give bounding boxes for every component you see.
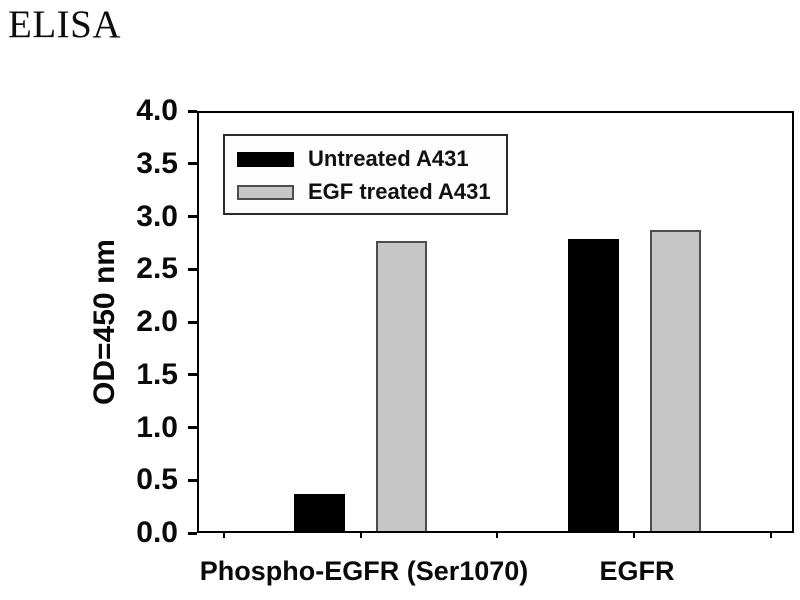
y-tick-label: 1.0 xyxy=(136,410,178,444)
bar-untreated-1 xyxy=(567,238,619,533)
y-tick-label: 3.5 xyxy=(136,146,178,180)
y-tick-label: 2.5 xyxy=(136,252,178,286)
x-axis-category-label: Phospho-EGFR (Ser1070) xyxy=(199,556,529,586)
y-tick-label: 1.5 xyxy=(136,357,178,391)
x-tick xyxy=(496,533,499,538)
legend: Untreated A431 EGF treated A431 xyxy=(223,134,508,215)
y-tick xyxy=(188,215,197,218)
y-tick xyxy=(188,320,197,324)
y-tick xyxy=(188,373,197,377)
y-tick xyxy=(188,531,197,535)
y-tick-label: 3.0 xyxy=(136,199,178,233)
legend-item: Untreated A431 xyxy=(237,145,506,173)
legend-label: Untreated A431 xyxy=(308,146,469,171)
legend-swatch-egf-treated xyxy=(237,184,294,200)
bar-egf-treated-0 xyxy=(376,240,427,533)
y-tick-label: 4.0 xyxy=(136,94,178,127)
x-axis-category-label: EGFR xyxy=(599,556,675,586)
x-tick xyxy=(769,533,772,538)
legend-label: EGF treated A431 xyxy=(308,179,491,204)
bar-egf-treated-1 xyxy=(649,230,701,533)
y-tick xyxy=(188,426,197,429)
y-tick xyxy=(188,162,197,166)
legend-swatch-untreated xyxy=(237,151,294,167)
legend-item: EGF treated A431 xyxy=(237,178,506,206)
y-tick-label: 2.0 xyxy=(136,305,178,338)
y-tick xyxy=(188,478,197,482)
y-tick xyxy=(188,267,197,271)
y-tick-label: 0.0 xyxy=(136,516,178,549)
y-tick xyxy=(188,109,197,113)
x-tick xyxy=(633,533,635,538)
bar-untreated-0 xyxy=(294,493,345,533)
y-tick-label: 0.5 xyxy=(136,463,178,497)
chart-title: ELISA xyxy=(8,3,121,46)
x-tick xyxy=(222,533,225,538)
x-tick xyxy=(359,533,362,538)
